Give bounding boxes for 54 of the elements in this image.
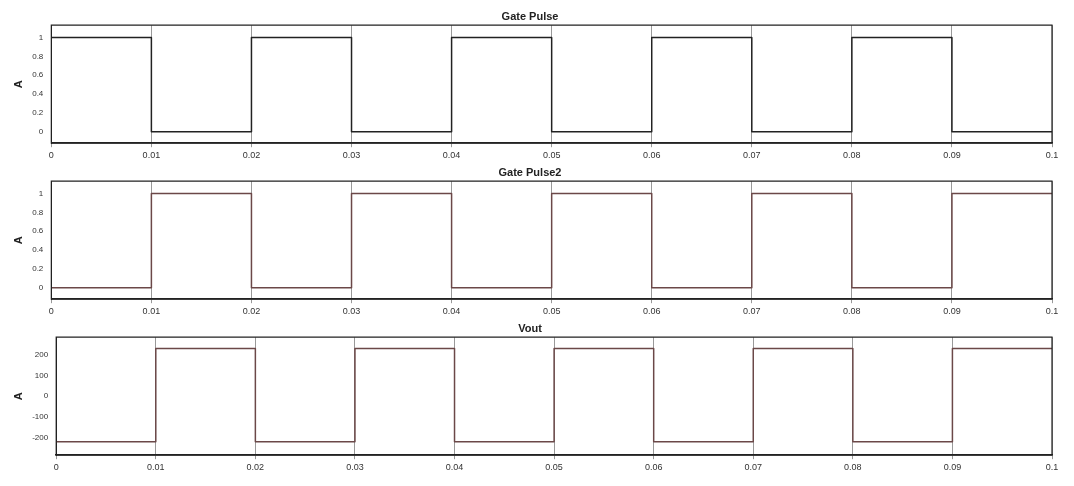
x-tick-label: 0.03 [342,150,361,161]
y-tick-label: -200 [32,432,49,442]
x-tick-label: 0.06 [642,306,661,317]
chart-title: Vout [518,321,543,334]
x-tick-label: 0.05 [545,462,563,473]
y-tick-label: 0.8 [32,207,44,217]
x-tick-label: 0.06 [644,462,663,473]
y-tick-label: -100 [32,412,49,422]
x-tick-label: 0.07 [743,306,761,317]
y-tick-label: 200 [34,350,49,359]
y-tick-label: 1 [38,188,44,198]
x-tick-label: 0.05 [542,306,561,317]
x-tick-label: 0.03 [342,306,361,317]
y-axis-title: A [11,392,24,401]
x-tick-label: 0.02 [246,462,265,473]
y-tick-label: 0 [38,127,44,137]
x-tick-label: 0.03 [346,462,364,473]
x-tick-label: 0.05 [542,150,561,161]
x-tick-label: 0.07 [744,462,763,473]
y-tick-label: 0.4 [32,89,44,99]
x-tick-label: 0.09 [943,462,962,473]
y-tick-label: 0.6 [32,226,44,236]
x-tick-label: 0.08 [843,306,861,317]
x-tick-label: 0.1 [1045,150,1059,161]
x-tick-label: 0.01 [147,462,165,473]
x-tick-label: 0.04 [445,462,464,473]
x-tick-label: 0.04 [442,306,461,317]
x-tick-label: 0.07 [743,150,761,161]
y-tick-label: 1 [38,32,44,42]
x-tick-label: 0.08 [844,462,862,473]
x-tick-label: 0.02 [242,150,261,161]
y-tick-label: 0.8 [32,51,44,61]
y-axis-title: A [11,80,24,89]
x-tick-label: 0.09 [943,306,961,317]
y-tick-label: 0.4 [32,245,44,255]
x-tick-label: 0.1 [1045,462,1059,473]
x-tick-label: 0.08 [843,150,861,161]
chart-title: Gate Pulse [501,9,559,22]
x-tick-label: 0.09 [943,150,961,161]
x-tick-label: 0.06 [642,150,661,161]
y-tick-label: 0.2 [32,108,44,118]
x-tick-label: 0.1 [1045,306,1059,317]
y-tick-label: 0 [43,391,49,401]
x-tick-label: 0.02 [242,306,261,317]
x-tick-label: 0.01 [142,150,161,161]
x-tick-label: 0.04 [442,150,461,161]
y-tick-label: 0.2 [32,264,44,274]
y-tick-label: 0 [38,283,44,293]
y-tick-label: 100 [34,370,49,380]
y-tick-label: 0.6 [32,70,44,80]
x-tick-label: 0 [53,462,59,473]
x-tick-label: 0.01 [142,306,161,317]
chart-title: Gate Pulse2 [498,165,562,178]
y-axis-title: A [11,236,24,245]
